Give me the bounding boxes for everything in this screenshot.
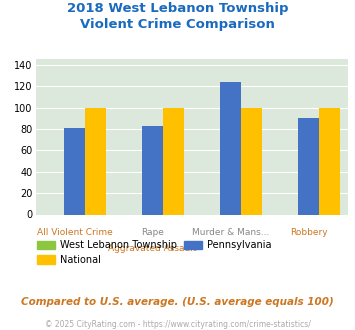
Bar bbox=[220, 82, 241, 214]
Bar bbox=[298, 118, 320, 214]
Text: Murder & Mans...: Murder & Mans... bbox=[192, 228, 269, 237]
Bar bbox=[142, 126, 163, 214]
Bar bbox=[320, 108, 340, 214]
Text: All Violent Crime: All Violent Crime bbox=[37, 228, 113, 237]
Bar bbox=[64, 128, 85, 214]
Text: Rape: Rape bbox=[141, 228, 164, 237]
Legend: West Lebanon Township, National, Pennsylvania: West Lebanon Township, National, Pennsyl… bbox=[33, 236, 275, 269]
Text: 2018 West Lebanon Township: 2018 West Lebanon Township bbox=[67, 2, 288, 15]
Bar bbox=[85, 108, 106, 214]
Bar bbox=[163, 108, 184, 214]
Text: Compared to U.S. average. (U.S. average equals 100): Compared to U.S. average. (U.S. average … bbox=[21, 297, 334, 307]
Text: Aggravated Assault: Aggravated Assault bbox=[108, 244, 197, 253]
Text: Robbery: Robbery bbox=[290, 228, 328, 237]
Bar bbox=[241, 108, 262, 214]
Text: © 2025 CityRating.com - https://www.cityrating.com/crime-statistics/: © 2025 CityRating.com - https://www.city… bbox=[45, 320, 310, 329]
Text: Violent Crime Comparison: Violent Crime Comparison bbox=[80, 18, 275, 31]
